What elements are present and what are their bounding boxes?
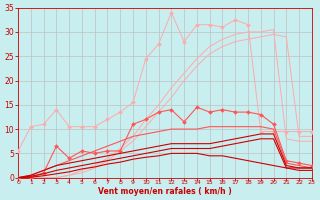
X-axis label: Vent moyen/en rafales ( km/h ): Vent moyen/en rafales ( km/h ) (98, 187, 232, 196)
